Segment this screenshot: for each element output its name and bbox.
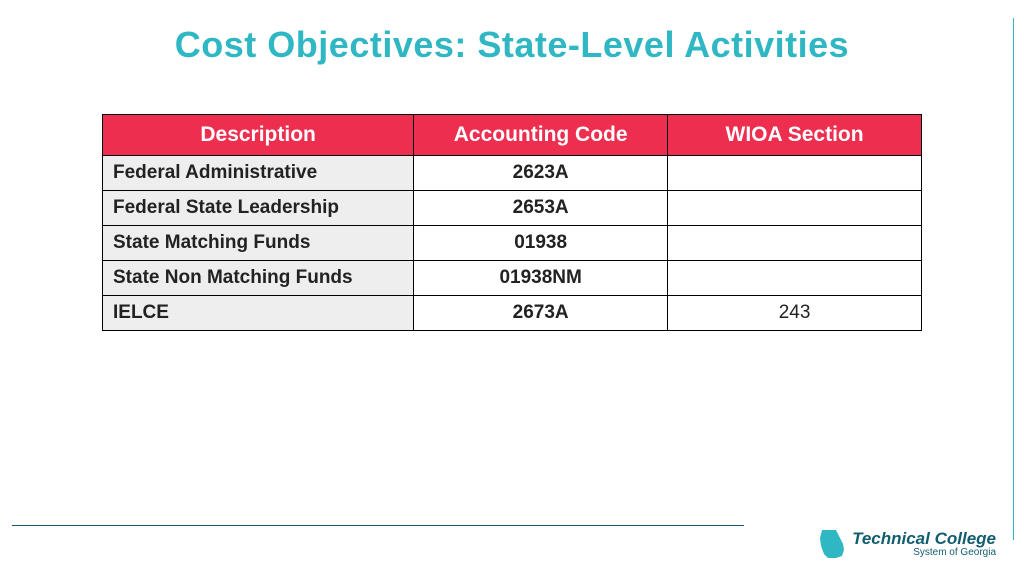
table-row: Federal Administrative 2623A bbox=[103, 156, 922, 191]
cell-description: State Non Matching Funds bbox=[103, 261, 414, 296]
horizontal-divider bbox=[12, 525, 744, 526]
table-body: Federal Administrative 2623A Federal Sta… bbox=[103, 156, 922, 331]
cell-code: 01938 bbox=[414, 226, 668, 261]
cell-wioa bbox=[668, 191, 922, 226]
slide-title: Cost Objectives: State-Level Activities bbox=[0, 0, 1024, 66]
table-row: IELCE 2673A 243 bbox=[103, 296, 922, 331]
cell-code: 01938NM bbox=[414, 261, 668, 296]
georgia-shape-icon bbox=[818, 528, 846, 560]
col-wioa-section: WIOA Section bbox=[668, 115, 922, 156]
cost-objectives-table-wrap: Description Accounting Code WIOA Section… bbox=[102, 114, 922, 331]
col-description: Description bbox=[103, 115, 414, 156]
cell-description: Federal State Leadership bbox=[103, 191, 414, 226]
cell-description: State Matching Funds bbox=[103, 226, 414, 261]
vertical-divider bbox=[1013, 18, 1014, 540]
cell-code: 2673A bbox=[414, 296, 668, 331]
cell-description: Federal Administrative bbox=[103, 156, 414, 191]
table-row: State Non Matching Funds 01938NM bbox=[103, 261, 922, 296]
cell-description: IELCE bbox=[103, 296, 414, 331]
logo-text: Technical College System of Georgia bbox=[852, 530, 996, 558]
table-header-row: Description Accounting Code WIOA Section bbox=[103, 115, 922, 156]
cell-code: 2653A bbox=[414, 191, 668, 226]
logo-sub-text: System of Georgia bbox=[852, 548, 996, 558]
cell-wioa bbox=[668, 226, 922, 261]
cell-wioa: 243 bbox=[668, 296, 922, 331]
logo-main-text: Technical College bbox=[852, 530, 996, 547]
cell-wioa bbox=[668, 156, 922, 191]
cell-code: 2623A bbox=[414, 156, 668, 191]
cost-objectives-table: Description Accounting Code WIOA Section… bbox=[102, 114, 922, 331]
col-accounting-code: Accounting Code bbox=[414, 115, 668, 156]
table-row: Federal State Leadership 2653A bbox=[103, 191, 922, 226]
cell-wioa bbox=[668, 261, 922, 296]
slide: Cost Objectives: State-Level Activities … bbox=[0, 0, 1024, 576]
table-row: State Matching Funds 01938 bbox=[103, 226, 922, 261]
tcsg-logo: Technical College System of Georgia bbox=[818, 528, 996, 560]
